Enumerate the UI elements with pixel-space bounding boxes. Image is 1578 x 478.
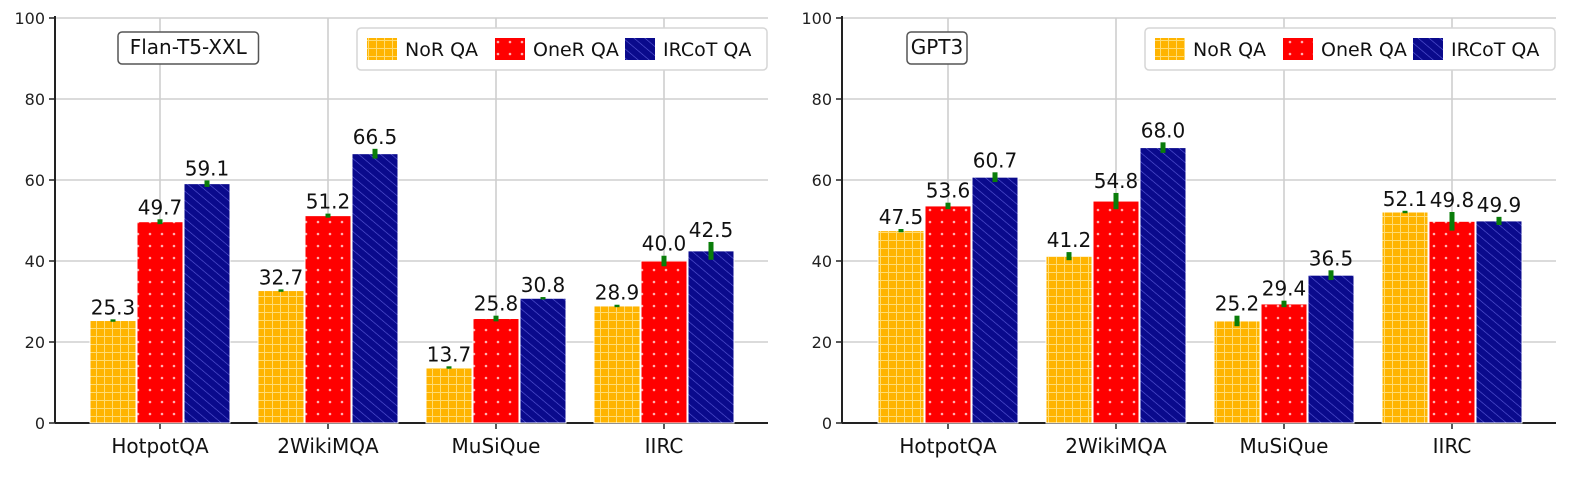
data-label-nor-qa-hotpotqa: 47.5 [879,205,924,229]
data-label-ircot-qa-2wikimqa: 66.5 [353,125,398,149]
legend-swatch-oner-qa [495,38,525,60]
legend-frame [1144,27,1556,71]
data-label-ircot-qa-hotpotqa: 59.1 [185,156,230,180]
y-tick-label: 20 [812,333,832,352]
y-tick-label: 20 [25,333,45,352]
bar-oner-qa-iirc [640,260,688,424]
bar-oner-qa-musique [1260,303,1308,424]
legend-frame [356,27,768,71]
bar-ircot-qa-iirc [687,250,735,424]
data-label-ircot-qa-hotpotqa: 60.7 [973,148,1018,172]
y-tick-label: 80 [25,90,45,109]
bar-nor-qa-hotpotqa [877,230,925,424]
bar-ircot-qa-2wikimqa [1139,147,1187,424]
data-label-oner-qa-hotpotqa: 49.7 [138,195,183,219]
data-label-nor-qa-musique: 13.7 [427,342,472,366]
data-label-oner-qa-iirc: 49.8 [1430,188,1475,212]
data-label-oner-qa-musique: 29.4 [1262,277,1307,301]
legend-label-ircot-qa: IRCoT QA [1451,39,1539,61]
x-tick-label-iirc: IIRC [645,434,684,458]
legend-label-nor-qa: NoR QA [1193,39,1266,61]
legend-swatch-nor-qa [367,38,397,60]
chart-title: GPT3 [911,35,964,59]
data-label-nor-qa-hotpotqa: 25.3 [91,295,136,319]
legend-label-nor-qa: NoR QA [405,39,478,61]
data-label-oner-qa-iirc: 40.0 [642,232,687,256]
y-tick-label: 0 [35,414,45,433]
x-tick-label-musique: MuSiQue [452,434,541,458]
bar-nor-qa-musique [1213,320,1261,424]
legend: NoR QA OneR QA IRCoT QA [356,27,768,71]
bar-ircot-qa-2wikimqa [351,153,399,424]
y-tick-label: 60 [812,171,832,190]
y-tick-label: 60 [25,171,45,190]
bar-ircot-qa-hotpotqa [971,176,1019,424]
bar-oner-qa-hotpotqa [136,221,184,424]
bar-nor-qa-iirc [1381,211,1429,424]
legend-label-oner-qa: OneR QA [533,39,619,61]
y-tick-label: 40 [25,252,45,271]
chart-title-frame [117,31,260,65]
legend-swatch-ircot-qa [625,38,655,60]
bar-oner-qa-2wikimqa [304,215,352,424]
legend-label-ircot-qa: IRCoT QA [663,39,751,61]
data-label-oner-qa-2wikimqa: 54.8 [1094,169,1139,193]
legend-swatch-nor-qa [1155,38,1185,60]
bar-ircot-qa-musique [1307,274,1355,424]
bar-ircot-qa-hotpotqa [183,183,231,424]
chart-panel-flan-t5: 0 20 40 60 80 100 HotpotQA 25.3 49.759.1 2WikiMQA… [14,9,768,458]
chart-panel-gpt3: 0 20 40 60 80 100 HotpotQA 47.553.660.7 2WikiMQA… [801,9,1556,458]
x-tick-label-2wikimqa: 2WikiMQA [1065,434,1167,458]
bar-nor-qa-2wikimqa [1045,255,1093,424]
data-label-ircot-qa-iirc: 42.5 [689,218,734,242]
bar-oner-qa-iirc [1428,220,1476,424]
bar-ircot-qa-musique [519,297,567,424]
data-label-ircot-qa-2wikimqa: 68.0 [1141,118,1186,142]
y-tick-label: 100 [14,9,45,28]
x-tick-label-hotpotqa: HotpotQA [111,434,209,458]
data-label-ircot-qa-iirc: 49.9 [1477,193,1522,217]
bar-nor-qa-musique [425,367,473,424]
y-tick-label: 100 [801,9,832,28]
bar-oner-qa-hotpotqa [924,205,972,424]
chart-title-frame [906,31,968,65]
x-tick-label-2wikimqa: 2WikiMQA [277,434,379,458]
bar-oner-qa-2wikimqa [1092,200,1140,424]
x-tick-label-musique: MuSiQue [1240,434,1329,458]
chart-title-box: Flan-T5-XXL [117,31,260,65]
bar-ircot-qa-iirc [1475,220,1523,424]
y-tick-label: 40 [812,252,832,271]
chart-title: Flan-T5-XXL [130,35,248,59]
legend-label-oner-qa: OneR QA [1321,39,1407,61]
data-label-nor-qa-iirc: 28.9 [595,281,640,305]
bar-nor-qa-2wikimqa [257,290,305,424]
data-label-oner-qa-musique: 25.8 [474,292,519,316]
data-label-oner-qa-2wikimqa: 51.2 [306,190,351,214]
y-tick-label: 0 [822,414,832,433]
data-label-nor-qa-2wikimqa: 32.7 [259,265,304,289]
bar-oner-qa-musique [472,318,520,424]
x-tick-label-iirc: IIRC [1433,434,1472,458]
legend-swatch-oner-qa [1283,38,1313,60]
legend-swatch-ircot-qa [1413,38,1443,60]
data-label-oner-qa-hotpotqa: 53.6 [926,179,971,203]
chart-title-box: GPT3 [906,31,968,65]
bar-nor-qa-iirc [593,305,641,424]
legend: NoR QA OneR QA IRCoT QA [1144,27,1556,71]
y-tick-label: 80 [812,90,832,109]
data-label-nor-qa-musique: 25.2 [1215,292,1260,316]
data-label-ircot-qa-musique: 36.5 [1309,246,1354,270]
data-label-nor-qa-iirc: 52.1 [1383,187,1428,211]
data-label-nor-qa-2wikimqa: 41.2 [1047,228,1092,252]
data-label-ircot-qa-musique: 30.8 [521,273,566,297]
x-tick-label-hotpotqa: HotpotQA [899,434,997,458]
bar-nor-qa-hotpotqa [89,320,137,424]
